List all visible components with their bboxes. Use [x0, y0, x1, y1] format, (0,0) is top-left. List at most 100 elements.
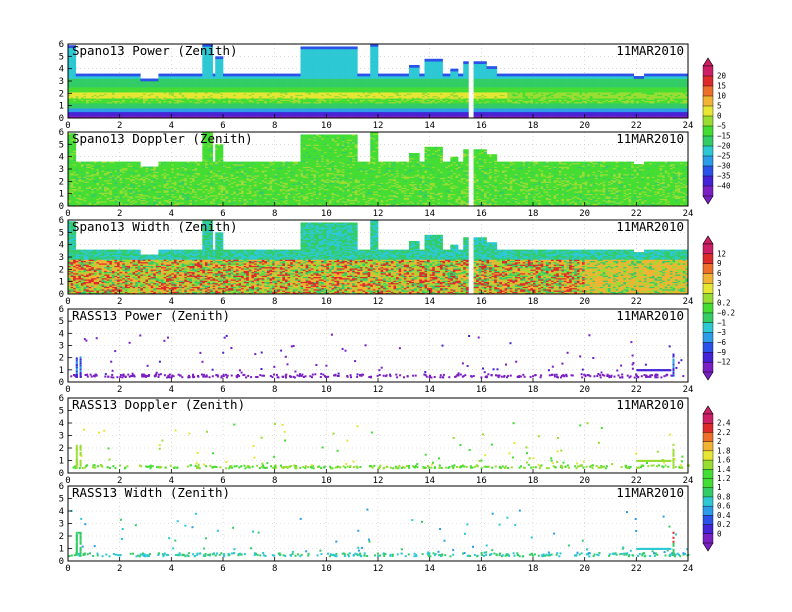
heatmap-cell — [168, 73, 172, 76]
heatmap-cell — [142, 81, 146, 83]
heatmap-cell — [194, 79, 198, 82]
heatmap-cell — [124, 92, 128, 94]
heatmap-cell — [117, 101, 120, 104]
heatmap-cell — [122, 99, 126, 102]
heatmap-cell — [104, 113, 108, 115]
heatmap-cell — [73, 114, 77, 116]
heatmap-cell — [93, 106, 97, 109]
heatmap-cell — [130, 78, 133, 81]
heatmap-cell — [124, 97, 128, 99]
heatmap-cell — [75, 82, 79, 84]
heatmap-cell — [179, 77, 182, 79]
heatmap-cell — [184, 95, 188, 98]
heatmap-cell — [83, 95, 87, 98]
heatmap-cell — [114, 90, 118, 93]
heatmap-cell — [349, 46, 353, 48]
heatmap-cell — [99, 93, 102, 95]
heatmap-cell — [109, 87, 113, 89]
heatmap-cell — [117, 115, 120, 118]
heatmap-cell — [93, 99, 97, 102]
heatmap-cell — [117, 87, 120, 89]
heatmap-cell — [127, 92, 131, 94]
heatmap-cell — [70, 98, 74, 100]
heatmap-cell — [186, 92, 190, 94]
heatmap-cell — [179, 87, 182, 89]
heatmap-cell — [150, 105, 154, 108]
heatmap-cell — [168, 105, 172, 108]
heatmap-cell — [150, 89, 154, 92]
heatmap-cell — [130, 90, 133, 93]
heatmap-cell — [83, 109, 87, 111]
heatmap-cell — [117, 111, 120, 114]
heatmap-cell — [130, 88, 133, 90]
heatmap-cell — [91, 109, 95, 111]
heatmap-cell — [181, 100, 185, 103]
heatmap-cell — [140, 78, 144, 81]
heatmap-cell — [192, 93, 195, 95]
heatmap-cell — [158, 113, 162, 115]
heatmap-cell — [119, 95, 123, 98]
heatmap-cell — [93, 92, 97, 94]
heatmap-cell — [168, 90, 172, 93]
heatmap-cell — [140, 111, 144, 114]
heatmap-cell — [73, 64, 77, 67]
heatmap-cell — [99, 94, 102, 97]
heatmap-cell — [158, 78, 162, 81]
heatmap-cell — [176, 95, 180, 98]
heatmap-cell — [101, 78, 105, 81]
heatmap-cell — [101, 110, 105, 113]
heatmap-cell — [150, 106, 154, 109]
heatmap-cell — [179, 92, 182, 94]
heatmap-cell — [148, 113, 151, 115]
heatmap-cell — [88, 95, 92, 98]
heatmap-cell — [70, 55, 74, 57]
heatmap-cell — [68, 95, 71, 98]
heatmap-cell — [124, 74, 128, 77]
heatmap-cell — [132, 78, 136, 81]
heatmap-cell — [173, 88, 177, 90]
heatmap-cell — [124, 93, 128, 95]
heatmap-cell — [78, 90, 82, 93]
heatmap-cell — [142, 84, 146, 87]
heatmap-cell — [80, 103, 84, 105]
heatmap-cell — [189, 85, 193, 88]
heatmap-cell — [117, 76, 120, 78]
heatmap-cell — [153, 82, 157, 84]
heatmap-cell — [104, 114, 108, 116]
heatmap-cell — [137, 92, 141, 94]
heatmap-cell — [99, 81, 102, 83]
heatmap-cell — [158, 90, 162, 93]
heatmap-cell — [186, 98, 190, 100]
heatmap-cell — [117, 113, 120, 115]
heatmap-cell — [70, 62, 74, 65]
heatmap-cell — [101, 82, 105, 84]
heatmap-cell — [91, 79, 95, 82]
heatmap-cell — [153, 101, 157, 104]
heatmap-cell — [145, 78, 149, 81]
heatmap-cell — [86, 113, 89, 115]
heatmap-cell — [173, 84, 177, 87]
heatmap-cell — [173, 94, 177, 97]
heatmap-cell — [114, 94, 118, 97]
heatmap-cell — [140, 104, 144, 106]
heatmap-cell — [68, 73, 71, 76]
heatmap-cell — [184, 85, 188, 88]
heatmap-cell — [181, 81, 185, 83]
heatmap-cell — [91, 94, 95, 97]
heatmap-cell — [78, 73, 82, 76]
heatmap-cell — [192, 85, 195, 88]
heatmap-cell — [158, 108, 162, 110]
heatmap-cell — [142, 114, 146, 116]
heatmap-cell — [171, 106, 175, 109]
heatmap-cell — [161, 88, 164, 90]
heatmap-cell — [106, 83, 110, 85]
heatmap-cell — [99, 76, 102, 78]
heatmap-cell — [127, 88, 131, 90]
heatmap-cell — [88, 103, 92, 105]
heatmap-cell — [78, 110, 82, 113]
heatmap-cell — [135, 88, 139, 90]
heatmap-cell — [109, 113, 113, 115]
heatmap-cell — [70, 47, 74, 50]
heatmap-cell — [80, 78, 84, 81]
heatmap-cell — [114, 113, 118, 115]
